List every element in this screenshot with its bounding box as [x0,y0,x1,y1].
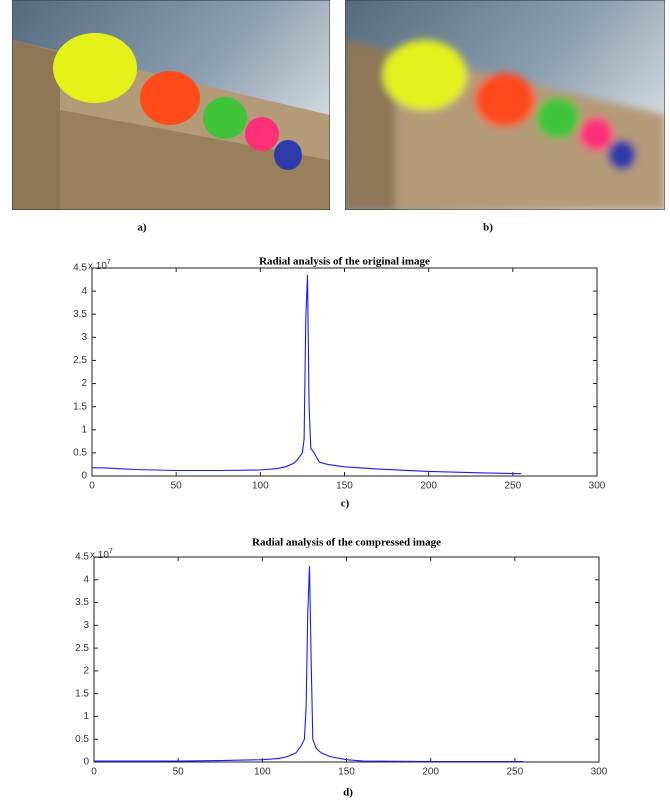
caption: b) [483,222,493,234]
x-tick-label: 100 [254,767,271,778]
y-tick-label: 3.5 [73,309,87,320]
y-tick-label: 0 [81,471,87,482]
y-tick-label: 4 [83,574,89,585]
x-tick-label: 250 [504,481,521,492]
plot-frame [91,267,598,477]
y-scale-label: x 107 [90,548,113,561]
y-tick-label: 1 [83,711,89,722]
y-tick-label: 1.5 [73,401,87,412]
x-tick-label: 50 [173,767,185,778]
y-tick-label: 3 [83,620,89,631]
x-tick-label: 0 [89,481,95,492]
caption: a) [137,222,147,234]
y-tick-label: 0.5 [73,448,87,459]
y-scale-exponent: 7 [109,548,113,555]
y-tick-label: 2.5 [75,643,89,654]
photo-compressed [345,0,665,210]
data-line [94,566,524,763]
y-tick-label: 4.5 [75,552,89,563]
chart-title: Radial analysis of the compressed image [252,537,441,549]
y-tick-label: 3.5 [75,597,89,608]
y-scale-exponent: 7 [107,259,111,266]
x-tick-label: 300 [591,767,608,778]
chart-title: Radial analysis of the original image [259,256,430,268]
x-tick-label: 200 [422,767,439,778]
y-tick-label: 4 [81,286,87,297]
x-tick-label: 0 [91,767,97,778]
x-tick-label: 300 [589,481,606,492]
y-scale-label: x 107 [88,259,111,272]
y-tick-label: 0 [83,757,89,768]
y-tick-label: 3 [81,332,87,343]
y-tick-label: 4.5 [73,263,87,274]
y-tick-label: 0.5 [75,734,89,745]
y-scale-base: x 10 [90,550,109,561]
x-tick-label: 150 [338,767,355,778]
y-scale-base: x 10 [88,261,107,272]
x-tick-label: 100 [252,481,269,492]
caption: d) [343,787,353,799]
y-tick-label: 1 [81,424,87,435]
photo-original [12,0,330,210]
x-tick-label: 50 [171,481,183,492]
y-tick-label: 2.5 [73,355,87,366]
data-line [91,274,522,475]
plot-frame [93,556,600,763]
x-tick-label: 250 [506,767,523,778]
x-tick-label: 200 [420,481,437,492]
caption: c) [341,498,350,510]
y-tick-label: 1.5 [75,688,89,699]
y-tick-label: 2 [83,666,89,677]
y-tick-label: 2 [81,378,87,389]
x-tick-label: 150 [336,481,353,492]
